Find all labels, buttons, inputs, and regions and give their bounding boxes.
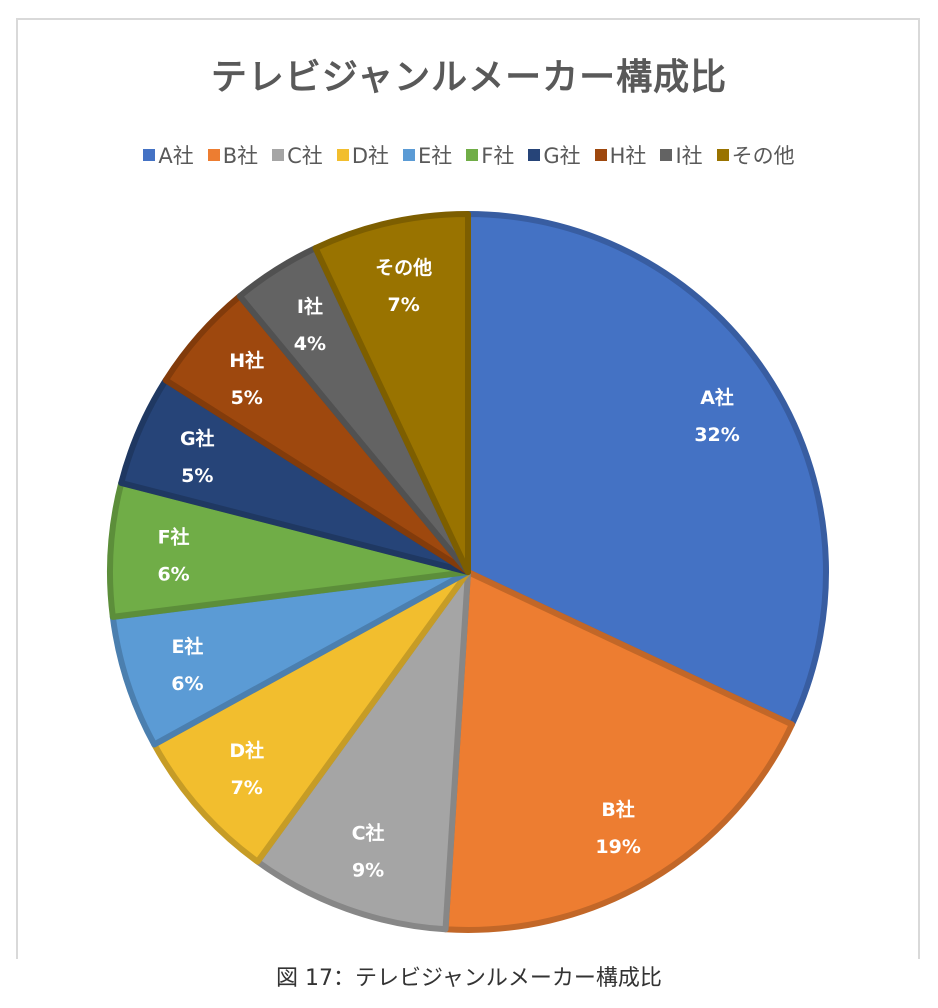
data-label-category: D社 — [229, 739, 264, 762]
data-label-category: その他 — [375, 256, 432, 279]
legend-item: F社 — [466, 140, 514, 170]
chart-title: テレビジャンルメーカー構成比 — [210, 57, 728, 98]
legend-label: G社 — [543, 144, 581, 168]
legend-label: A社 — [158, 144, 194, 168]
data-label-percent: 6% — [171, 673, 203, 695]
data-label-percent: 9% — [352, 860, 384, 882]
pie-slice-4 — [151, 569, 471, 865]
pie-slice-10 — [312, 211, 471, 575]
data-label-percent: 6% — [157, 563, 189, 585]
data-label-category: E社 — [171, 635, 203, 658]
legend-swatch — [272, 149, 285, 161]
legend-label: I社 — [675, 144, 703, 168]
data-label-category: B社 — [601, 798, 634, 821]
legend-swatch — [660, 149, 673, 161]
figure-caption: 図 17：テレビジャンルメーカー構成比 — [276, 966, 662, 991]
legend-swatch — [594, 149, 607, 161]
legend-item: E社 — [402, 140, 453, 170]
legend-swatch — [143, 149, 156, 161]
pie-slice-1 — [465, 211, 829, 728]
legend: A社 B社 C社 D社 E社 F社 G社 H社 I社 その他 — [0, 140, 938, 170]
legend-swatch — [466, 149, 479, 161]
chart-frame — [16, 18, 920, 959]
data-label-percent: 5% — [231, 387, 263, 409]
legend-swatch — [207, 149, 220, 161]
legend-item: D社 — [336, 140, 389, 170]
data-label-percent: 7% — [388, 294, 420, 316]
data-label-category: H社 — [229, 349, 264, 372]
legend-label: C社 — [287, 144, 323, 168]
data-label-percent: 5% — [181, 465, 213, 487]
legend-item: C社 — [272, 140, 323, 170]
pie-slice-2 — [442, 569, 795, 933]
legend-label: その他 — [731, 144, 795, 168]
legend-swatch — [716, 149, 729, 161]
legend-swatch — [336, 149, 349, 161]
legend-item: A社 — [143, 140, 194, 170]
data-label-percent: 32% — [694, 424, 739, 446]
data-label-category: G社 — [180, 427, 215, 450]
legend-swatch — [528, 149, 541, 161]
legend-item: その他 — [716, 140, 795, 170]
legend-swatch — [402, 149, 415, 161]
legend-label: E社 — [417, 144, 453, 168]
legend-label: D社 — [351, 144, 389, 168]
data-label-percent: 19% — [595, 836, 640, 858]
legend-label: B社 — [222, 144, 259, 168]
legend-label: H社 — [609, 144, 647, 168]
legend-item: B社 — [207, 140, 259, 170]
data-label-percent: 7% — [231, 777, 263, 799]
data-label-percent: 4% — [294, 333, 326, 355]
data-label-category: F社 — [158, 525, 190, 548]
data-label-category: C社 — [352, 822, 385, 845]
data-label-category: A社 — [700, 386, 734, 409]
data-label-category: I社 — [297, 295, 323, 318]
legend-item: H社 — [594, 140, 647, 170]
legend-item: G社 — [528, 140, 581, 170]
legend-label: F社 — [481, 144, 515, 168]
legend-item: I社 — [660, 140, 703, 170]
pie-slice-3 — [254, 569, 471, 933]
